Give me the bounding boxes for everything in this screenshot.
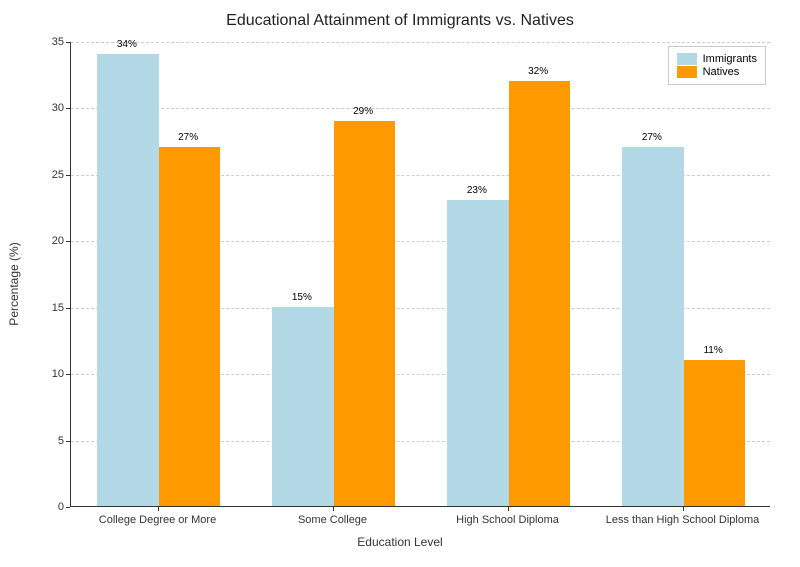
y-tick-mark (66, 108, 70, 109)
bar-immigrants (622, 147, 683, 506)
x-tick-label: High School Diploma (456, 514, 559, 526)
y-tick-mark (66, 441, 70, 442)
y-tick-label: 30 (34, 102, 64, 114)
y-tick-label: 15 (34, 302, 64, 314)
chart-title: Educational Attainment of Immigrants vs.… (0, 12, 800, 30)
grid-line (71, 42, 770, 43)
x-tick-mark (508, 507, 509, 511)
y-tick-mark (66, 241, 70, 242)
bar-value-label: 15% (292, 292, 312, 303)
y-axis-label: Percentage (%) (7, 242, 21, 325)
legend-label-immigrants: Immigrants (703, 53, 757, 65)
bar-value-label: 32% (528, 66, 548, 77)
y-tick-label: 5 (34, 435, 64, 447)
x-tick-mark (333, 507, 334, 511)
bar-natives (334, 121, 395, 506)
y-tick-mark (66, 507, 70, 508)
bar-value-label: 27% (642, 132, 662, 143)
grid-line (71, 108, 770, 109)
y-tick-label: 25 (34, 169, 64, 181)
plot-area (70, 42, 770, 507)
legend-swatch-immigrants (677, 53, 697, 65)
bar-natives (159, 147, 220, 506)
legend-swatch-natives (677, 66, 697, 78)
y-tick-label: 35 (34, 36, 64, 48)
y-tick-mark (66, 308, 70, 309)
y-tick-mark (66, 42, 70, 43)
y-tick-label: 0 (34, 501, 64, 513)
x-tick-mark (158, 507, 159, 511)
chart-container: Educational Attainment of Immigrants vs.… (0, 0, 800, 567)
x-tick-label: College Degree or More (99, 514, 216, 526)
bar-immigrants (97, 54, 158, 506)
bar-value-label: 11% (703, 345, 722, 356)
x-tick-label: Some College (298, 514, 367, 526)
legend: Immigrants Natives (668, 46, 766, 85)
bar-value-label: 34% (117, 39, 137, 50)
y-tick-label: 10 (34, 368, 64, 380)
bar-value-label: 27% (178, 132, 198, 143)
x-tick-mark (683, 507, 684, 511)
bar-immigrants (272, 307, 333, 506)
legend-item-natives: Natives (677, 66, 757, 78)
bar-value-label: 23% (467, 185, 487, 196)
bar-value-label: 29% (353, 106, 373, 117)
legend-item-immigrants: Immigrants (677, 53, 757, 65)
bar-natives (684, 360, 745, 506)
bar-natives (509, 81, 570, 506)
legend-label-natives: Natives (703, 66, 740, 78)
x-axis-label: Education Level (0, 535, 800, 549)
x-tick-label: Less than High School Diploma (606, 514, 759, 526)
bar-immigrants (447, 200, 508, 506)
y-tick-mark (66, 374, 70, 375)
y-tick-label: 20 (34, 235, 64, 247)
y-tick-mark (66, 175, 70, 176)
